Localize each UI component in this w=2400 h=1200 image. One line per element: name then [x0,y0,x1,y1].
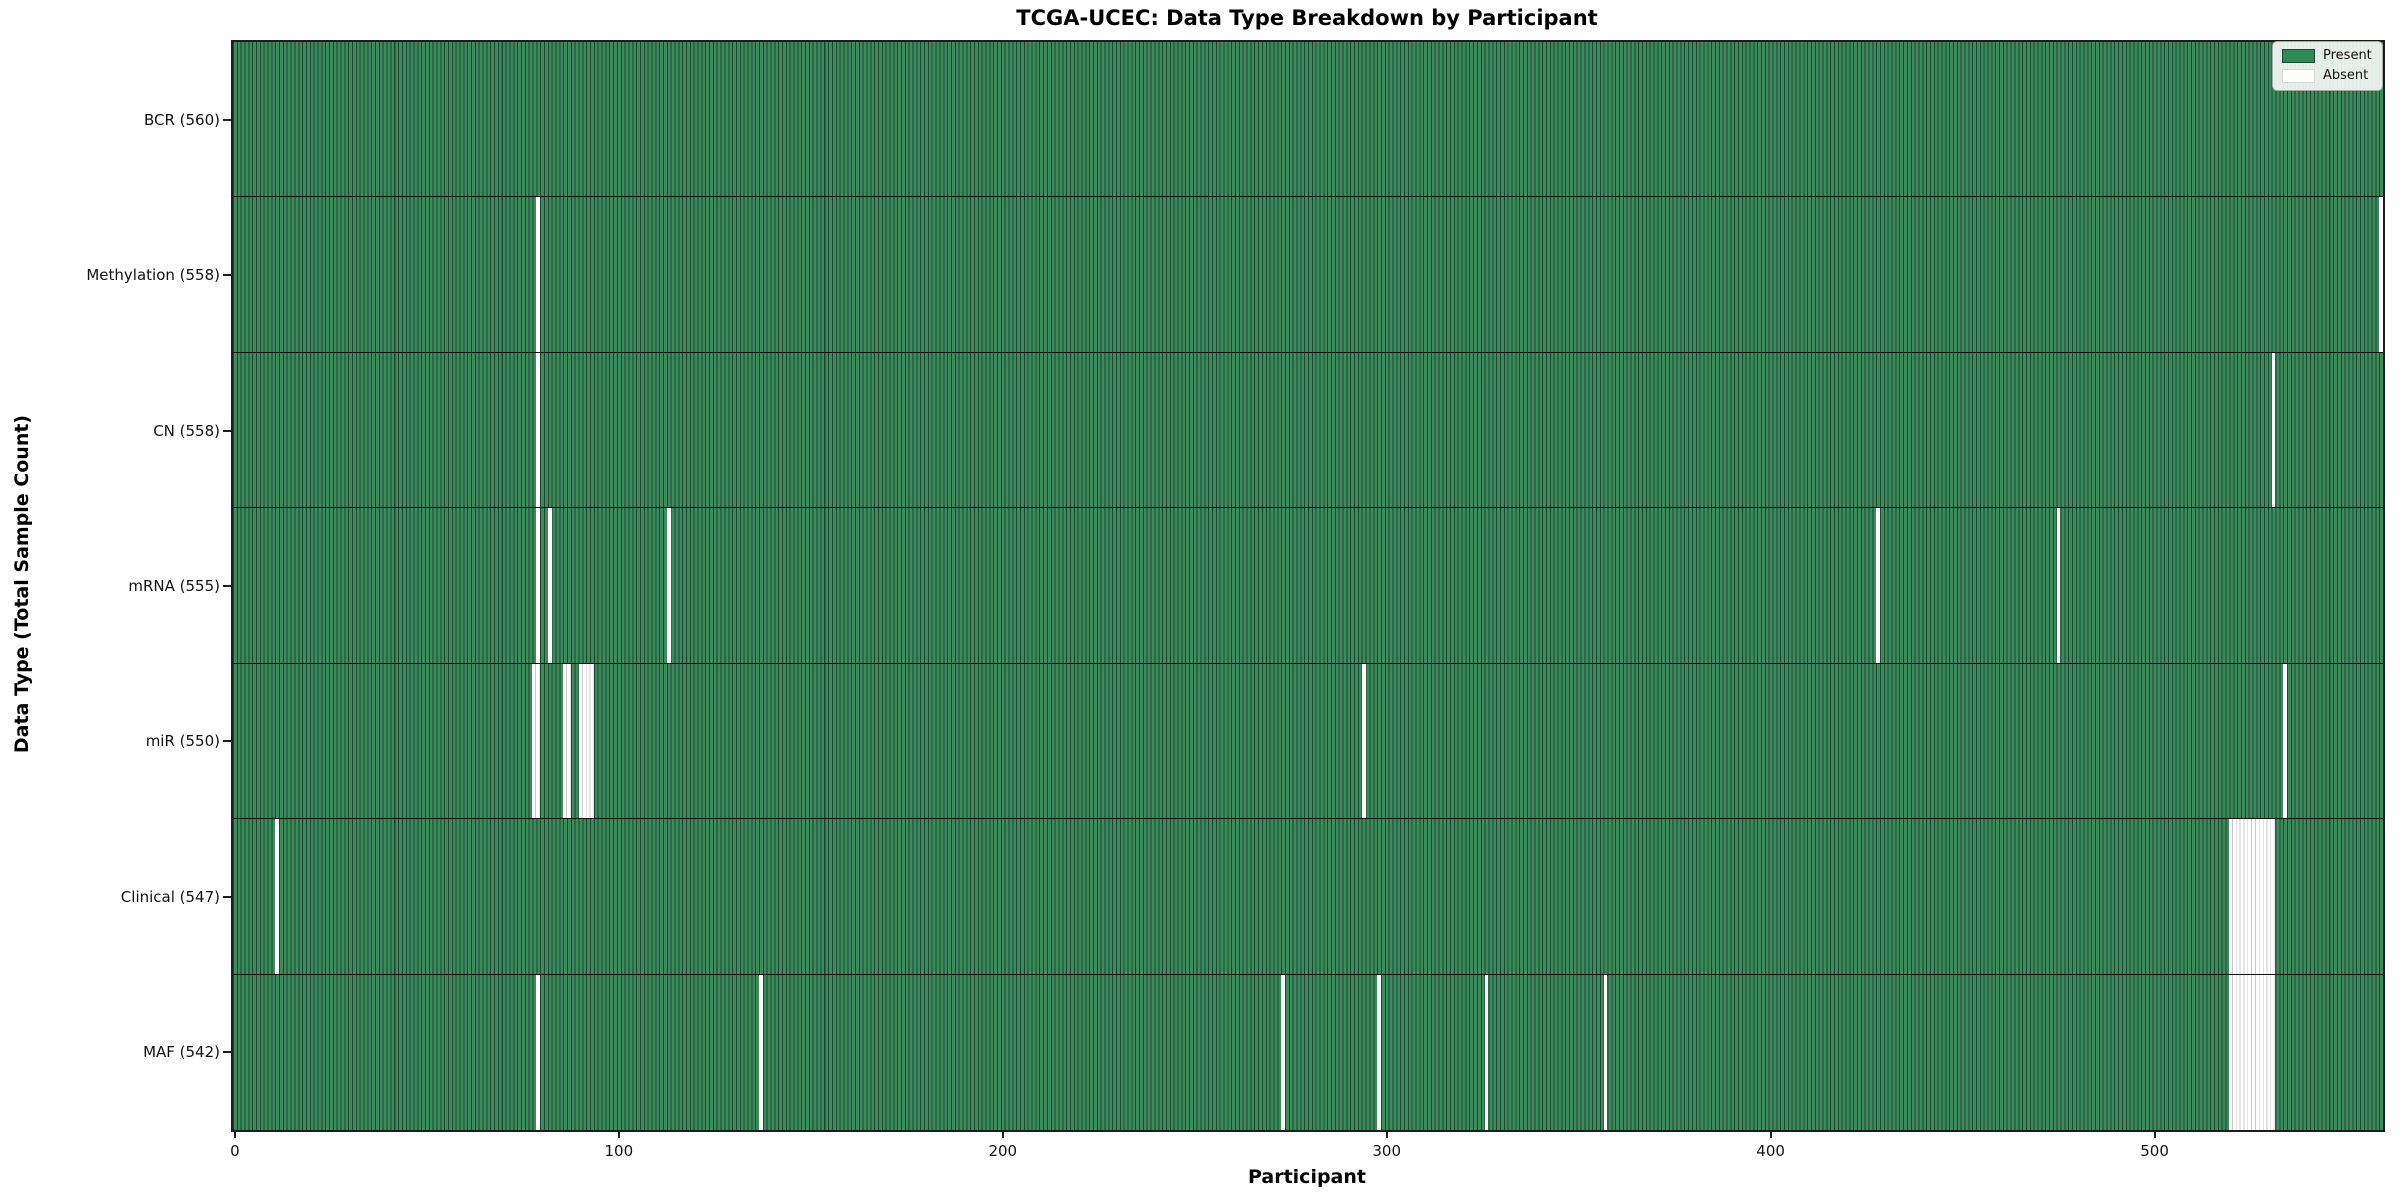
ytick-mark [223,274,231,277]
xtick-mark [1769,1130,1772,1138]
legend-label-absent: Absent [2323,68,2369,83]
xtick-label-100: 100 [604,1142,634,1160]
row-Clinical [233,819,2383,975]
ytick-label-BCR: BCR (560) [143,110,220,129]
absent-stripe [2379,197,2383,352]
absent-stripe [563,663,571,819]
xtick-label-300: 300 [1372,1142,1402,1160]
row-miR [233,663,2383,820]
absent-stripe [275,819,280,974]
absent-stripe [1377,974,1381,1130]
xtick-label-500: 500 [2140,1142,2169,1160]
ytick-mark [223,118,231,121]
absent-stripe [758,974,763,1130]
row-BCR [233,42,2383,198]
absent-stripe [2229,819,2276,974]
ytick-label-miR: miR (550) [145,732,220,751]
absent-stripe [666,508,671,663]
absent-stripe [536,508,541,663]
absent-swatch-icon [2282,69,2315,83]
absent-stripe [2271,352,2276,508]
absent-stripe [1876,508,1881,663]
xtick-mark [233,1130,236,1138]
absent-stripe [532,663,541,819]
ytick-label-MAF: MAF (542) [143,1043,220,1062]
xtick-label-200: 200 [988,1142,1018,1160]
absent-stripe [536,197,541,352]
x-axis-label: Participant [1247,1166,1366,1188]
plot-area [231,40,2385,1132]
legend-entry-present: Present [2282,49,2372,63]
xtick-mark [617,1130,620,1138]
xtick-label-400: 400 [1756,1142,1785,1160]
absent-stripe [1603,974,1608,1130]
absent-stripe [2056,508,2061,663]
ytick-label-Methylation: Methylation (558) [86,266,220,285]
row-mRNA [233,508,2383,664]
ytick-label-Clinical: Clinical (547) [120,887,220,906]
ytick-mark [223,740,231,743]
absent-stripe [547,508,552,663]
absent-stripe [1484,974,1489,1130]
ytick-label-mRNA: mRNA (555) [128,577,220,595]
legend: Present Absent [2272,41,2383,91]
legend-entry-absent: Absent [2282,69,2372,83]
ytick-label-CN: CN (558) [153,421,220,440]
xtick-mark [2153,1130,2156,1138]
xtick-label-0: 0 [230,1142,240,1160]
absent-stripe [2229,974,2276,1130]
absent-stripe [578,663,594,819]
ytick-mark [223,1051,231,1054]
row-CN [233,352,2383,509]
ytick-mark [223,895,231,898]
absent-stripe [536,974,541,1130]
row-MAF [233,974,2383,1130]
chart-title: TCGA-UCEC: Data Type Breakdown by Partic… [1016,6,1598,30]
absent-stripe [536,352,541,508]
present-swatch-icon [2282,49,2315,63]
legend-label-present: Present [2323,48,2372,63]
absent-stripe [2283,663,2287,819]
ytick-mark [223,585,231,587]
xtick-mark [1001,1130,1004,1138]
xtick-mark [1385,1130,1388,1138]
absent-stripe [1361,663,1366,819]
ytick-mark [223,429,231,432]
row-Methylation [233,197,2383,353]
absent-stripe [1281,974,1285,1130]
